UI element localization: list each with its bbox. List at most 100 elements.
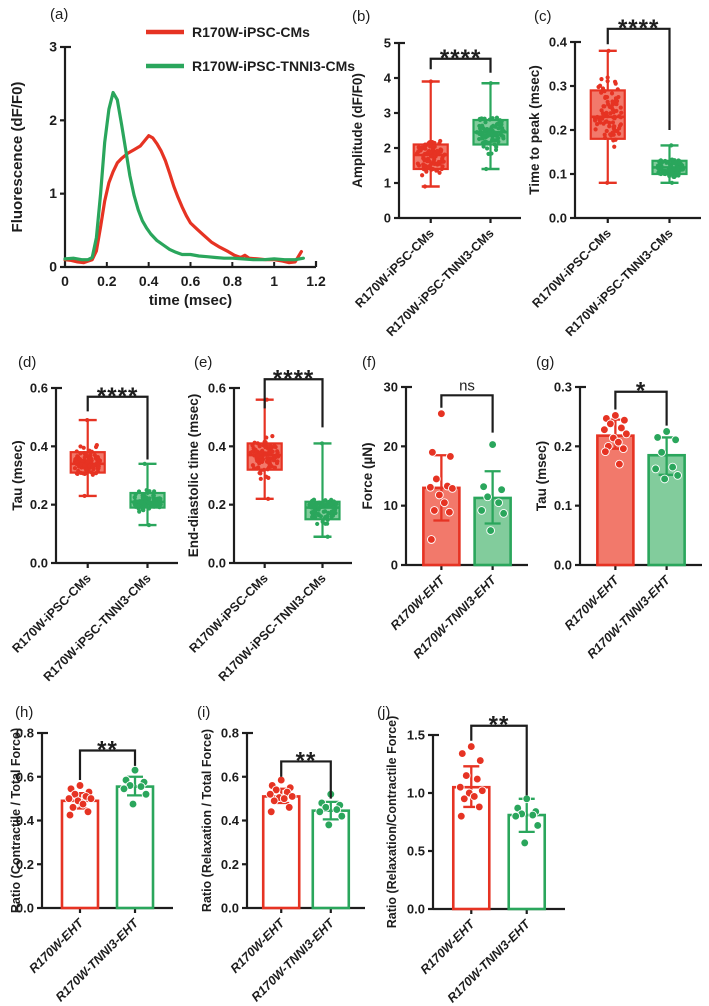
- panel-c-label: (c): [534, 8, 552, 25]
- panel-a-label: (a): [50, 6, 69, 23]
- svg-text:*: *: [636, 378, 646, 405]
- svg-text:R170W-iPSC-CMs: R170W-iPSC-CMs: [192, 24, 310, 40]
- svg-text:R170W-TNNI3-EHT: R170W-TNNI3-EHT: [249, 915, 338, 1004]
- svg-text:0: 0: [61, 273, 69, 289]
- svg-text:1: 1: [384, 176, 391, 191]
- svg-text:**: **: [489, 712, 510, 739]
- svg-text:0.8: 0.8: [16, 726, 34, 741]
- svg-text:R170W-EHT: R170W-EHT: [418, 916, 479, 977]
- chart-i: 0.0 0.2 0.4 0.6 0.8 Ratio (Relaxation / Total…: [200, 726, 365, 1004]
- svg-text:0: 0: [384, 211, 391, 226]
- svg-text:1.2: 1.2: [306, 273, 326, 289]
- svg-text:Ratio (Relaxation / Total Forc: Ratio (Relaxation / Total Force): [200, 729, 214, 912]
- svg-text:****: ****: [618, 15, 659, 42]
- svg-text:time (msec): time (msec): [149, 292, 232, 309]
- svg-text:Ratio (Relaxation/Contractile: Ratio (Relaxation/Contractile Force): [385, 716, 399, 929]
- svg-text:3: 3: [49, 39, 57, 55]
- panel-d: (d) 0.0 0.2 0.4 0.6 Tau (msec) R170W-iPSC-CMs…: [9, 340, 184, 684]
- svg-text:R170W-EHT: R170W-EHT: [26, 915, 87, 976]
- svg-text:0.1: 0.1: [554, 498, 572, 513]
- svg-text:****: ****: [273, 365, 314, 392]
- panel-i: (i) 0.0 0.2 0.4 0.6 0.8 Ratio (Relaxation / T…: [192, 692, 424, 1006]
- svg-text:R170W-iPSC-TNNI3-CMs: R170W-iPSC-TNNI3-CMs: [216, 571, 329, 684]
- svg-text:0.6: 0.6: [16, 769, 34, 784]
- svg-text:0.6: 0.6: [30, 381, 48, 396]
- svg-text:0.6: 0.6: [221, 769, 239, 784]
- svg-text:10: 10: [384, 498, 398, 513]
- svg-text:End-diastolic time (msec): End-diastolic time (msec): [186, 394, 201, 558]
- svg-text:Amplitude (dF/F0): Amplitude (dF/F0): [350, 73, 365, 188]
- svg-text:2: 2: [49, 112, 57, 128]
- svg-text:0.2: 0.2: [16, 857, 34, 872]
- svg-text:0.0: 0.0: [30, 556, 48, 571]
- svg-text:1: 1: [270, 273, 278, 289]
- svg-text:Tau (msec): Tau (msec): [10, 440, 25, 510]
- svg-text:Time to peak (msec): Time to peak (msec): [527, 65, 542, 195]
- svg-text:0.0: 0.0: [221, 901, 239, 916]
- panel-j: (j) 0.0 0.5 1.0 1.5 Ratio (Relaxation/Contra…: [370, 692, 660, 1006]
- svg-text:0.0: 0.0: [16, 901, 34, 916]
- svg-text:0.2: 0.2: [221, 857, 239, 872]
- svg-text:1.0: 1.0: [407, 786, 425, 801]
- chart-j: 0.0 0.5 1.0 1.5 Ratio (Relaxation/Contractil…: [385, 712, 565, 1005]
- svg-text:0.3: 0.3: [549, 79, 567, 94]
- svg-text:Ratio (Contractile / Total For: Ratio (Contractile / Total Force): [9, 728, 23, 913]
- svg-text:0.0: 0.0: [554, 558, 572, 573]
- chart-e: 0.0 0.2 0.4 0.6 End-diastolic time (msec) R17…: [186, 365, 352, 684]
- panel-c: (c) 0.0 0.1 0.2 0.3 0.4 Time to peak (msec) R1…: [527, 0, 709, 339]
- svg-text:20: 20: [384, 439, 398, 454]
- panel-j-label: (j): [377, 704, 391, 721]
- svg-text:1.5: 1.5: [407, 728, 425, 743]
- svg-text:2: 2: [384, 141, 391, 156]
- svg-text:****: ****: [440, 45, 481, 72]
- panel-f-label: (f): [362, 354, 377, 371]
- svg-text:R170W-iPSC-TNNI3-CMs: R170W-iPSC-TNNI3-CMs: [563, 226, 676, 339]
- svg-text:0.0: 0.0: [407, 902, 425, 917]
- panel-e: (e) 0.0 0.2 0.4 0.6 End-diastolic time (msec…: [186, 340, 358, 684]
- panel-d-label: (d): [18, 354, 37, 371]
- svg-text:ns: ns: [459, 377, 475, 394]
- panel-g: (g) 0.0 0.1 0.2 0.3 Tau (msec) R170W-EHT R170W…: [534, 340, 708, 672]
- chart-c: 0.0 0.1 0.2 0.3 0.4 Time to peak (msec) R170W-…: [527, 15, 701, 339]
- svg-text:1: 1: [49, 185, 57, 201]
- svg-text:0.4: 0.4: [221, 813, 240, 828]
- svg-text:**: **: [97, 737, 118, 764]
- svg-text:0.2: 0.2: [554, 439, 572, 454]
- panel-e-label: (e): [194, 354, 213, 371]
- svg-text:0.4: 0.4: [549, 35, 568, 50]
- svg-text:3: 3: [384, 106, 391, 121]
- panel-f: (f) 0 10 20 30 Force (µN) R170W-EHT R170W-TNNI…: [360, 340, 532, 672]
- svg-text:0.2: 0.2: [208, 497, 226, 512]
- panel-g-label: (g): [536, 354, 555, 371]
- panel-a: (a) 0 1 2 3 Fluorescence (dF/F0) 0 0.2 0.4 0.6 0.…: [6, 2, 355, 332]
- chart-a: 0 1 2 3 Fluorescence (dF/F0) 0 0.2 0.4 0.6 0.8 1 1.…: [9, 24, 355, 309]
- svg-text:0.0: 0.0: [549, 211, 567, 226]
- svg-text:Force (µN): Force (µN): [360, 442, 375, 509]
- svg-text:0.6: 0.6: [208, 381, 226, 396]
- svg-text:30: 30: [384, 380, 398, 395]
- panel-i-label: (i): [197, 704, 211, 721]
- svg-text:0.8: 0.8: [223, 273, 243, 289]
- svg-text:0.5: 0.5: [407, 844, 425, 859]
- svg-text:**: **: [296, 747, 317, 774]
- panel-b: (b) 0 1 2 3 4 5 Amplitude (dF/F0) R170W-iPSC-CM…: [345, 0, 529, 339]
- svg-text:0.2: 0.2: [97, 273, 117, 289]
- svg-text:0.3: 0.3: [554, 380, 572, 395]
- svg-text:5: 5: [384, 36, 391, 51]
- svg-text:0.4: 0.4: [16, 813, 35, 828]
- svg-text:0.6: 0.6: [181, 273, 201, 289]
- svg-text:0.4: 0.4: [139, 273, 159, 289]
- svg-text:R170W-iPSC-TNNI3-CMs: R170W-iPSC-TNNI3-CMs: [384, 226, 497, 339]
- svg-text:0.4: 0.4: [30, 439, 49, 454]
- svg-text:R170W-iPSC-TNNI3-CMs: R170W-iPSC-TNNI3-CMs: [41, 571, 154, 684]
- svg-text:0.8: 0.8: [221, 726, 239, 741]
- panel-b-label: (b): [352, 8, 371, 25]
- svg-text:0.2: 0.2: [30, 497, 48, 512]
- svg-text:0.4: 0.4: [208, 439, 227, 454]
